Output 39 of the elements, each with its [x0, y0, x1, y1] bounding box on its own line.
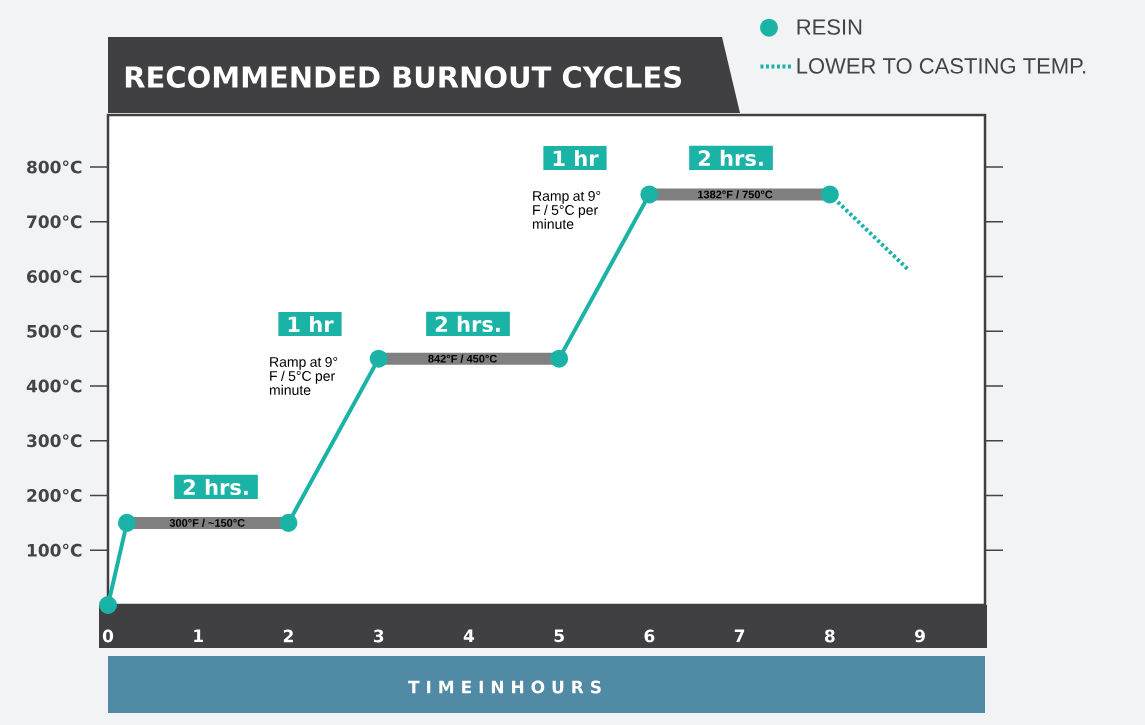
annotation: 2 hrs.: [183, 478, 248, 496]
annotation: 1 hr: [288, 316, 334, 332]
x-tick-label: 1: [194, 629, 203, 642]
point: [117, 513, 136, 532]
chart-title: RECOMMENDED BURNOUT CYCLES: [125, 66, 682, 88]
y-tick-label: 800°C: [27, 160, 82, 174]
x-tick-label: 5: [554, 629, 564, 643]
y-tick-label: 400°C: [26, 379, 82, 393]
point: [550, 349, 569, 368]
x-tick-label: 6: [644, 629, 655, 643]
legend-label: RESIN: [797, 19, 862, 35]
x-tick-label: 2: [283, 629, 293, 643]
annotation: 2 hrs.: [698, 149, 763, 167]
legend-label: LOWER TO CASTING TEMP.: [797, 58, 1086, 74]
point: [820, 185, 839, 204]
y-tick-label: 300°C: [27, 434, 82, 448]
y-tick-label: 200°C: [27, 489, 82, 502]
x-tick-label: 9: [915, 629, 925, 643]
x-tick-label: 0: [102, 629, 114, 643]
y-tick-label: 700°C: [27, 215, 82, 229]
x-tick-label: 4: [463, 629, 475, 642]
annotation: 842°F / 450°C: [428, 354, 497, 363]
annotation: Ramp at 9° F / 5°C per minute: [269, 356, 338, 396]
annotation: Ramp at 9° F / 5°C per minute: [532, 190, 601, 229]
y-tick-label: 600°C: [27, 270, 82, 283]
annotation: 300°F / ~150°C: [169, 518, 245, 527]
point: [279, 513, 298, 532]
x-tick-label: 8: [824, 629, 835, 643]
x-tick-label: 7: [734, 629, 745, 642]
y-tick-label: 100°C: [27, 543, 82, 557]
y-tick-label: 500°C: [27, 324, 82, 338]
point: [99, 596, 117, 614]
point: [369, 349, 388, 368]
x-tick-label: 3: [373, 629, 384, 643]
annotation: 2 hrs.: [435, 315, 500, 333]
annotation: 1382°F / 750°C: [698, 190, 773, 199]
annotation: 1 hr: [553, 150, 599, 166]
point: [640, 185, 659, 204]
x-axis-title: T I M E I N H O U R S: [408, 680, 601, 694]
